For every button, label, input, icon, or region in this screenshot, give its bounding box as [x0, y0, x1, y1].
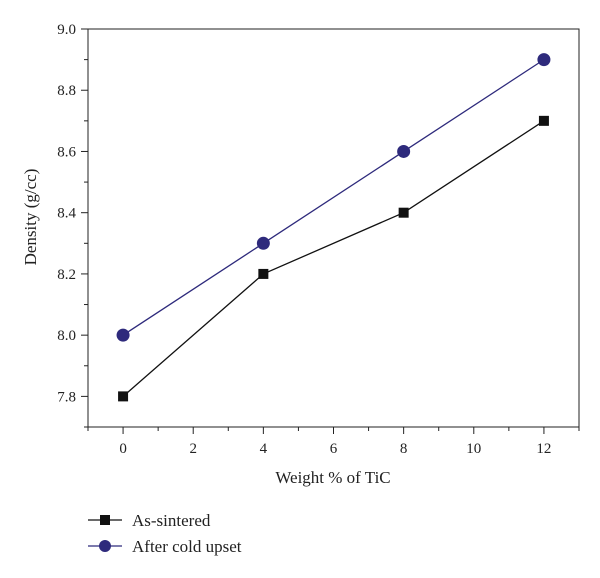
- data-point: [398, 207, 409, 218]
- x-axis-title: Weight % of TiC: [275, 468, 390, 487]
- y-tick-label: 9.0: [57, 22, 76, 38]
- plot-area: [87, 28, 580, 428]
- legend-marker-circle: [99, 540, 111, 552]
- data-point: [256, 236, 270, 250]
- x-tick-label: 0: [119, 441, 127, 457]
- y-tick-label: 8.8: [57, 83, 76, 99]
- series-line-as-sintered: [122, 120, 545, 397]
- x-tick-label: 10: [466, 441, 481, 457]
- legend-item-as-sintered: As-sintered: [88, 511, 211, 530]
- y-axis-title: Density (g/cc): [21, 169, 40, 266]
- legend-item-after-cold-upset: After cold upset: [88, 537, 242, 556]
- data-point: [397, 144, 411, 158]
- x-tick-label: 12: [536, 441, 551, 457]
- y-axis: 7.8 8.0 8.2 8.4 8.6 8.8 9.0: [57, 22, 88, 428]
- legend: As-sintered After cold upset: [88, 511, 242, 556]
- x-tick-label: 2: [189, 441, 197, 457]
- legend-label-as-sintered: As-sintered: [132, 511, 211, 530]
- x-axis: 0 2 4 6 8 10 12: [87, 427, 580, 457]
- y-tick-label: 7.8: [57, 389, 76, 405]
- plot-border: [87, 28, 580, 428]
- data-point: [538, 115, 549, 126]
- data-point: [537, 53, 551, 67]
- x-tick-label: 8: [400, 441, 408, 457]
- x-tick-label: 4: [260, 441, 268, 457]
- data-point: [258, 268, 269, 279]
- x-tick-label: 6: [330, 441, 338, 457]
- y-tick-label: 8.6: [57, 144, 76, 160]
- data-point: [118, 391, 129, 402]
- series-line-after-cold-upset: [122, 59, 545, 336]
- legend-marker-square: [100, 515, 110, 525]
- y-tick-label: 8.2: [57, 267, 76, 283]
- legend-label-after-cold-upset: After cold upset: [132, 537, 242, 556]
- y-tick-label: 8.4: [57, 206, 76, 222]
- data-point: [116, 328, 130, 342]
- series-after-cold-upset: [116, 53, 551, 342]
- series-as-sintered: [118, 115, 549, 402]
- series-layer: [116, 53, 551, 402]
- y-tick-label: 8.0: [57, 328, 76, 344]
